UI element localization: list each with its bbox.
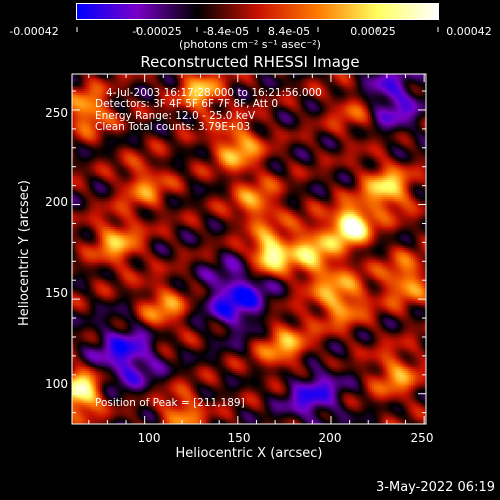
info-line-time: 4-Jul-2003 16:17:28.000 to 16:21:56.000 [106,87,322,99]
info-line-counts: Clean Total counts: 3.79E+03 [95,121,251,133]
colorbar-tick-label: 0.00025 [350,25,396,38]
y-tick-label: 100 [45,377,68,391]
y-tick-label: 200 [45,195,68,209]
colorbar-tick-label: 0.00042 [446,25,492,38]
colorbar-tick-label: 8.4e-05 [267,25,311,38]
colorbar-tick-label: -8.4e-05 [202,25,250,38]
colorbar-tick-label: -0.00042 [9,25,59,38]
x-axis-label: Heliocentric X (arcsec) [175,446,323,461]
y-tick-label: 250 [45,106,68,120]
colorbar-unit-label: (photons cm⁻² s⁻¹ asec⁻²) [179,38,321,51]
heatmap-image [72,74,426,424]
colorbar-tick-label: -0.00025 [132,25,182,38]
y-tick-label: 150 [45,286,68,300]
colorbar [76,3,439,20]
footer-date: 3-May-2022 06:19 [376,480,495,495]
x-tick-label: 250 [410,431,434,445]
x-tick-label: 200 [318,431,342,445]
info-line-detectors: Detectors: 3F 4F 5F 6F 7F 8F, Att 0 [95,98,279,110]
x-tick-label: 150 [227,431,251,445]
colorbar-ticks [0,20,500,32]
x-tick-label: 100 [137,431,161,445]
plot-frame [71,73,427,425]
peak-position-label: Position of Peak = [211,189] [95,397,245,409]
y-axis-label: Heliocentric Y (arcsec) [17,180,32,326]
info-line-energy: Energy Range: 12.0 - 25.0 keV [95,110,256,122]
chart-title: Reconstructed RHESSI Image [140,53,360,71]
